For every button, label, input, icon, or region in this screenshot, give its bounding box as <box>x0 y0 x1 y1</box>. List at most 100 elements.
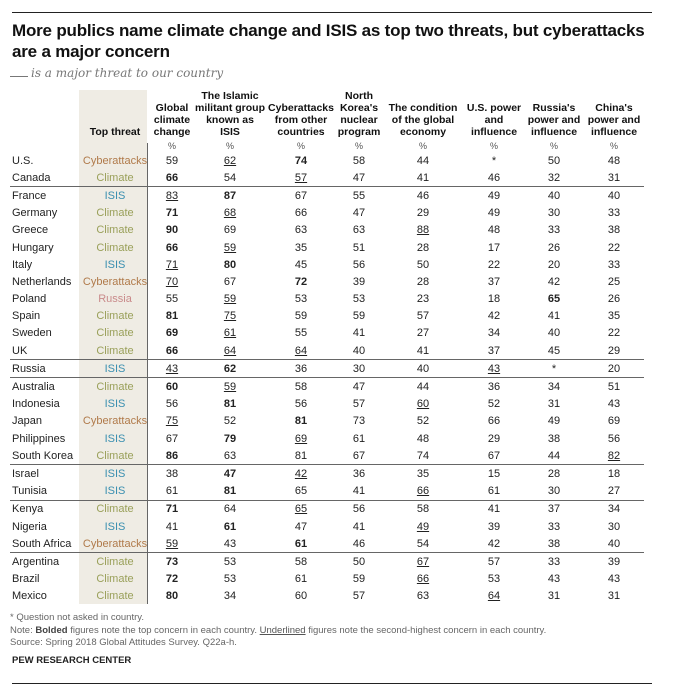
value-cell-china: 51 <box>584 377 644 396</box>
value-cell-russia: 28 <box>524 464 584 483</box>
country-name: Poland <box>12 293 47 306</box>
value-cell-climate: 81 <box>165 310 179 323</box>
value-cell-climate: 83 <box>150 186 194 205</box>
value-cell-china: 35 <box>607 310 621 323</box>
value-cell-us: 42 <box>487 537 501 550</box>
header-row: Top threat Global climate change The Isl… <box>10 90 644 140</box>
value-cell-nk: 57 <box>352 590 366 603</box>
value-cell-isis: 79 <box>223 432 237 445</box>
value-cell-nk: 47 <box>336 377 382 396</box>
country-name: Tunisia <box>12 485 48 498</box>
value-cell-econ: 35 <box>382 464 464 483</box>
value-cell-china: 22 <box>607 327 621 340</box>
top-threat-label: Climate <box>96 207 134 220</box>
value-cell-nk: 53 <box>352 293 366 306</box>
value-cell-isis: 69 <box>223 224 237 237</box>
value-cell-china: 43 <box>607 398 621 411</box>
value-cell-russia: 31 <box>547 398 561 411</box>
value-cell-russia: 41 <box>547 310 561 323</box>
table-row: Poland Russia 55 59 53 53 23 18 65 26 <box>10 291 644 308</box>
value-cell-econ: 66 <box>416 573 430 586</box>
value-cell-cyber: 47 <box>294 520 308 533</box>
note-underline: Underlined <box>259 624 306 636</box>
value-cell-isis: 64 <box>194 499 266 518</box>
value-cell-china: 56 <box>607 432 621 445</box>
value-cell-us: 46 <box>487 171 501 184</box>
note-prefix: Note: <box>10 624 36 636</box>
country-name: UK <box>12 344 28 357</box>
value-cell-russia: 34 <box>524 377 584 396</box>
value-cell-china: 33 <box>607 258 621 271</box>
value-cell-us: 61 <box>487 485 501 498</box>
value-cell-isis: 68 <box>223 207 237 220</box>
country-name: Brazil <box>12 573 40 586</box>
table-row: Netherlands Cyberattacks 70 67 72 39 28 37 42 25 <box>10 273 644 290</box>
country-name: Greece <box>12 224 49 237</box>
table-row: Israel ISIS 38 47 42 36 35 15 28 18 <box>10 464 644 483</box>
value-cell-cyber: 58 <box>266 552 336 571</box>
table-row: Brazil Climate 72 53 61 59 66 53 43 43 <box>10 571 644 588</box>
value-cell-isis: 53 <box>223 573 237 586</box>
header-cyber: Cyberattacks from other countries <box>268 102 334 138</box>
country-name: Philippines <box>12 432 66 445</box>
value-cell-cyber: 64 <box>294 344 308 357</box>
value-cell-us: 64 <box>487 590 501 603</box>
value-cell-isis: 81 <box>223 485 237 498</box>
value-cell-russia: 44 <box>547 449 561 462</box>
value-cell-nk: 56 <box>352 258 366 271</box>
value-cell-russia: 37 <box>524 499 584 518</box>
top-threat-label: Cyberattacks <box>82 415 148 428</box>
value-cell-cyber: 61 <box>294 537 308 550</box>
value-cell-china: 18 <box>584 464 644 483</box>
top-threat-label: Climate <box>80 499 150 518</box>
value-cell-climate: 72 <box>165 573 179 586</box>
value-cell-econ: 23 <box>416 293 430 306</box>
unit-label: % <box>418 141 427 151</box>
table-row: Hungary Climate 66 59 35 51 28 17 26 22 <box>10 239 644 256</box>
value-cell-us: 49 <box>464 186 524 205</box>
value-cell-china: 30 <box>607 520 621 533</box>
unit-label: % <box>549 141 558 151</box>
unit-label: % <box>609 141 618 151</box>
value-cell-us: 41 <box>464 499 524 518</box>
value-cell-climate: 69 <box>165 327 179 340</box>
notes: * Question not asked in country. Note: B… <box>10 612 546 650</box>
value-cell-cyber: 59 <box>294 310 308 323</box>
value-cell-nk: 47 <box>352 207 366 220</box>
value-cell-nk: 67 <box>352 449 366 462</box>
value-cell-us: 53 <box>487 573 501 586</box>
country-name: Nigeria <box>12 520 47 533</box>
value-cell-nk: 41 <box>352 327 366 340</box>
value-cell-china: 48 <box>607 154 621 167</box>
unit-label: % <box>225 141 234 151</box>
value-cell-russia: 45 <box>547 344 561 357</box>
value-cell-china: 40 <box>607 537 621 550</box>
country-name: Sweden <box>12 327 52 340</box>
value-cell-russia: 20 <box>547 258 561 271</box>
country-name: France <box>10 186 80 205</box>
table-row: Russia ISIS 43 62 36 30 40 43 * 20 <box>10 359 644 378</box>
value-cell-econ: 28 <box>416 241 430 254</box>
top-threat-label: Cyberattacks <box>82 275 148 288</box>
value-cell-us: 67 <box>487 449 501 462</box>
value-cell-climate: 61 <box>165 485 179 498</box>
value-cell-cyber: 57 <box>294 171 308 184</box>
subtitle-text: is a major threat to our country <box>31 66 224 80</box>
value-cell-russia: 43 <box>547 573 561 586</box>
value-cell-isis: 63 <box>223 449 237 462</box>
top-threat-label: Climate <box>96 171 134 184</box>
country-name: U.S. <box>12 154 34 167</box>
value-cell-china: 43 <box>607 573 621 586</box>
value-cell-climate: 86 <box>165 449 179 462</box>
value-cell-china: 38 <box>607 224 621 237</box>
value-cell-climate: 60 <box>150 377 194 396</box>
value-cell-russia: 31 <box>547 590 561 603</box>
value-cell-econ: 60 <box>416 398 430 411</box>
value-cell-us: 15 <box>464 464 524 483</box>
value-cell-econ: 58 <box>382 499 464 518</box>
value-cell-isis: 67 <box>223 275 237 288</box>
value-cell-econ: 49 <box>416 520 430 533</box>
value-cell-isis: 61 <box>223 327 237 340</box>
value-cell-us: 22 <box>487 258 501 271</box>
value-cell-econ: 28 <box>416 275 430 288</box>
